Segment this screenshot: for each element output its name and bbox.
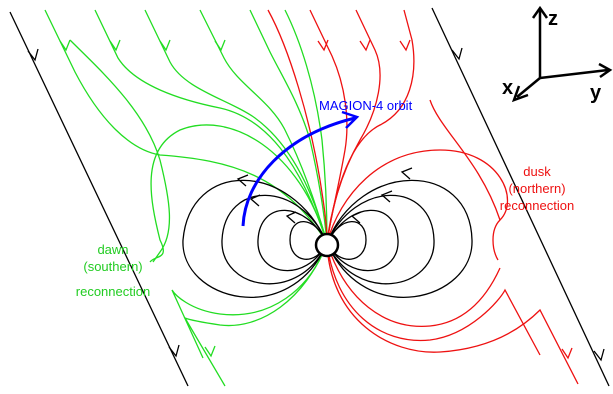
dusk-tail-1 bbox=[326, 242, 501, 327]
y-axis-arrowhead bbox=[598, 62, 613, 79]
dipole-right-4 bbox=[326, 220, 367, 260]
dipole-left-1 bbox=[182, 179, 328, 298]
orbit-arc bbox=[241, 116, 356, 227]
y-axis-line bbox=[539, 68, 609, 80]
dusk-label-line-3: reconnection bbox=[500, 198, 574, 213]
z-axis-label: z bbox=[548, 8, 558, 30]
dawn-line-2 bbox=[94, 9, 328, 244]
dipole-left-2 bbox=[221, 194, 328, 285]
dawn-tail-1 bbox=[171, 242, 328, 359]
imf-arrow-left-bottom bbox=[168, 344, 180, 358]
dawn-label-line-1: dawn bbox=[97, 242, 128, 257]
dusk-label: dusk (northern) reconnection bbox=[500, 164, 574, 213]
dusk-line-1 bbox=[267, 9, 328, 244]
dawn-outer-loop bbox=[149, 124, 328, 263]
dawn-label-line-3: reconnection bbox=[76, 284, 150, 299]
dusk-outer-loop bbox=[326, 149, 509, 261]
dusk-tail-2 bbox=[326, 242, 541, 356]
dipole-right-2 bbox=[326, 194, 435, 285]
x-axis-line bbox=[516, 77, 541, 98]
imf-arrow-right-top bbox=[451, 47, 463, 61]
dawn-line-3 bbox=[144, 9, 328, 244]
dawn-line-5 bbox=[249, 9, 328, 244]
magion-orbit bbox=[241, 110, 360, 227]
x-axis-label: x bbox=[502, 77, 513, 99]
z-axis-arrowhead bbox=[531, 5, 549, 19]
imf-field-lines bbox=[9, 7, 610, 387]
dusk-upper-tail bbox=[429, 99, 501, 221]
coordinate-axes bbox=[511, 5, 613, 103]
dusk-label-line-1: dusk bbox=[523, 164, 551, 179]
dawn-line-4 bbox=[199, 9, 328, 244]
imf-line-right bbox=[431, 7, 610, 387]
dawn-label: dawn (southern) reconnection bbox=[76, 242, 150, 299]
imf-line-left bbox=[9, 11, 189, 387]
imf-arrow-right-bottom bbox=[593, 348, 605, 362]
dipole-field-lines bbox=[182, 167, 473, 298]
dusk-tail-3 bbox=[326, 242, 579, 385]
dipole-right-1 bbox=[326, 179, 473, 298]
orbit-label: MAGION-4 orbit bbox=[319, 98, 413, 113]
orbit-arrowhead bbox=[341, 110, 360, 129]
dawn-tail-2 bbox=[183, 242, 328, 387]
dusk-line-4 bbox=[326, 9, 415, 244]
dusk-field-lines bbox=[267, 9, 579, 385]
dipole-left-4 bbox=[289, 221, 328, 260]
y-axis-label: y bbox=[590, 82, 602, 104]
imf-arrow-left-top bbox=[27, 48, 39, 62]
dipole-left-3 bbox=[257, 209, 328, 272]
dawn-field-lines bbox=[44, 9, 328, 387]
dawn-tail-upper bbox=[69, 39, 171, 263]
dawn-label-line-2: (southern) bbox=[83, 259, 142, 274]
dawn-line-1 bbox=[44, 9, 328, 244]
x-axis-arrowhead bbox=[511, 85, 529, 103]
dawn-line-6 bbox=[284, 9, 328, 244]
earth-circle bbox=[314, 232, 340, 258]
dusk-label-line-2: (northern) bbox=[508, 181, 565, 196]
